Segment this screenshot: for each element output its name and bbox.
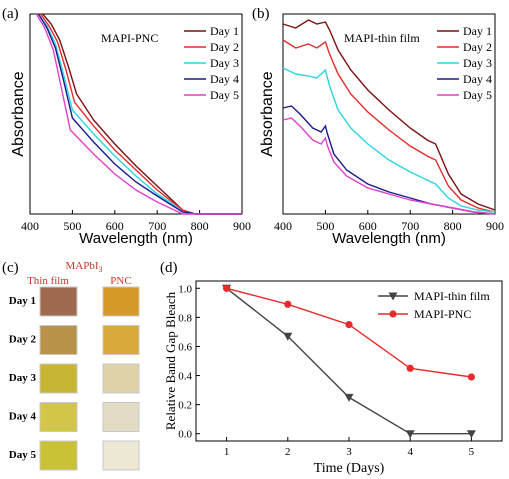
photo-header: MAPbI3 — [65, 260, 102, 274]
x-tick-label-d: 5 — [469, 446, 475, 458]
x-tick-label-a: 700 — [148, 219, 166, 233]
legend-label-b-3: Day 3 — [463, 56, 492, 70]
plot-frame-b — [282, 13, 496, 215]
panel-a-label: (a) — [2, 6, 19, 22]
chart-d: Relative Band Gap Bleach Time (Days) 1 2 3… — [163, 280, 503, 476]
x-tick-label-a: 900 — [233, 219, 251, 233]
pnc-photo — [102, 286, 140, 317]
photo-day-label: Day 3 — [9, 372, 37, 384]
x-tick-label-b: 900 — [486, 219, 504, 233]
pnc-photo — [102, 363, 140, 394]
series-line-b-1 — [282, 19, 496, 211]
legend-label-a-4: Day 4 — [210, 72, 239, 86]
y-tick-label-d: 0.4 — [178, 371, 192, 383]
x-tick-label-b: 800 — [444, 219, 462, 233]
y-tick-label-d: 1.0 — [178, 283, 192, 295]
photo-day-label: Day 4 — [9, 411, 37, 423]
photo-day-label: Day 1 — [9, 295, 36, 307]
photo-col-thin-film: Thin film — [27, 275, 69, 287]
x-tick-label-a: 800 — [191, 219, 209, 233]
data-point-d-2 — [223, 284, 231, 292]
data-point-d-2 — [467, 373, 475, 381]
legend-marker-d-1 — [388, 292, 398, 301]
chart-b: MAPI-thin film Absorbance Wavelength (nm… — [259, 13, 504, 247]
series-line-b-5 — [282, 117, 496, 215]
series-line-a-4 — [37, 13, 242, 215]
x-tick-label-a: 500 — [63, 219, 81, 233]
legend-label-b-4: Day 4 — [463, 72, 492, 86]
x-tick-label-d: 3 — [346, 446, 352, 458]
legend-label-d-2: MAPI-PNC — [414, 307, 471, 321]
y-axis-label-a: Absorbance — [10, 71, 27, 156]
data-point-d-2 — [406, 364, 414, 372]
legend-label-d-1: MAPI-thin film — [414, 289, 490, 303]
pnc-photo — [102, 402, 140, 432]
thin-film-photo — [39, 402, 78, 432]
panel-c-label: (c) — [2, 260, 19, 276]
x-axis-label-b: Wavelength (nm) — [332, 230, 446, 247]
thin-film-photo — [39, 363, 78, 394]
series-line-a-2 — [40, 13, 242, 215]
photo-day-label: Day 5 — [9, 449, 37, 461]
panel-d-label: (d) — [160, 260, 178, 276]
x-axis-label-a: Wavelength (nm) — [79, 230, 193, 247]
thin-film-photo — [39, 286, 78, 317]
series-line-b-3 — [282, 67, 496, 213]
x-tick-label-a: 600 — [106, 219, 124, 233]
x-tick-label-a: 400 — [21, 219, 39, 233]
y-tick-label-d: 0.2 — [178, 400, 192, 412]
photo-col-pnc: PNC — [110, 275, 131, 287]
photo-header-main: MAPbI — [65, 260, 98, 272]
thin-film-photo — [39, 440, 78, 471]
y-tick-label-d: 0.8 — [178, 312, 192, 324]
x-axis-label-d: Time (Days) — [314, 461, 385, 476]
legend-marker-d-2 — [389, 310, 397, 318]
data-point-d-1 — [344, 393, 354, 402]
y-axis-label-b: Absorbance — [259, 71, 276, 156]
y-tick-label-d: 0.0 — [178, 429, 192, 441]
legend-label-b-1: Day 1 — [463, 24, 492, 38]
pnc-photo — [102, 440, 140, 471]
x-tick-label-b: 500 — [316, 219, 334, 233]
x-tick-label-d: 4 — [407, 446, 413, 458]
legend-label-a-2: Day 2 — [210, 40, 239, 54]
data-point-d-2 — [345, 321, 353, 329]
x-tick-label-b: 700 — [401, 219, 419, 233]
series-line-a-5 — [35, 13, 242, 215]
data-point-d-1 — [466, 430, 476, 439]
thin-film-photo — [39, 325, 78, 355]
series-line-b-2 — [282, 39, 496, 213]
plot-frame-a — [29, 13, 243, 215]
photo-panel: MAPbI3 Thin film PNC Day 1 Day 2 Day 3 Day … — [9, 260, 140, 471]
data-point-d-1 — [283, 332, 293, 341]
legend-label-b-5: Day 5 — [463, 88, 492, 102]
legend-label-a-3: Day 3 — [210, 56, 239, 70]
x-tick-label-b: 600 — [359, 219, 377, 233]
x-tick-label-d: 2 — [285, 446, 291, 458]
plot-frame-d — [195, 280, 503, 442]
legend-label-b-2: Day 2 — [463, 40, 492, 54]
x-tick-label-d: 1 — [224, 446, 230, 458]
legend-label-a-1: Day 1 — [210, 24, 239, 38]
chart-a: MAPI-PNC Absorbance Wavelength (nm) 400 5… — [10, 13, 251, 247]
data-point-d-1 — [405, 430, 415, 439]
chart-title-b: MAPI-thin film — [344, 31, 420, 45]
panel-b-label: (b) — [252, 6, 270, 22]
y-axis-label-d: Relative Band Gap Bleach — [163, 291, 178, 430]
data-point-d-2 — [284, 300, 292, 308]
chart-title-a: MAPI-PNC — [101, 31, 158, 45]
x-tick-label-b: 400 — [274, 219, 292, 233]
photo-day-label: Day 2 — [9, 334, 37, 346]
photo-header-sub: 3 — [99, 265, 103, 274]
legend-label-a-5: Day 5 — [210, 88, 239, 102]
y-tick-label-d: 0.6 — [178, 341, 192, 353]
pnc-photo — [102, 325, 140, 355]
